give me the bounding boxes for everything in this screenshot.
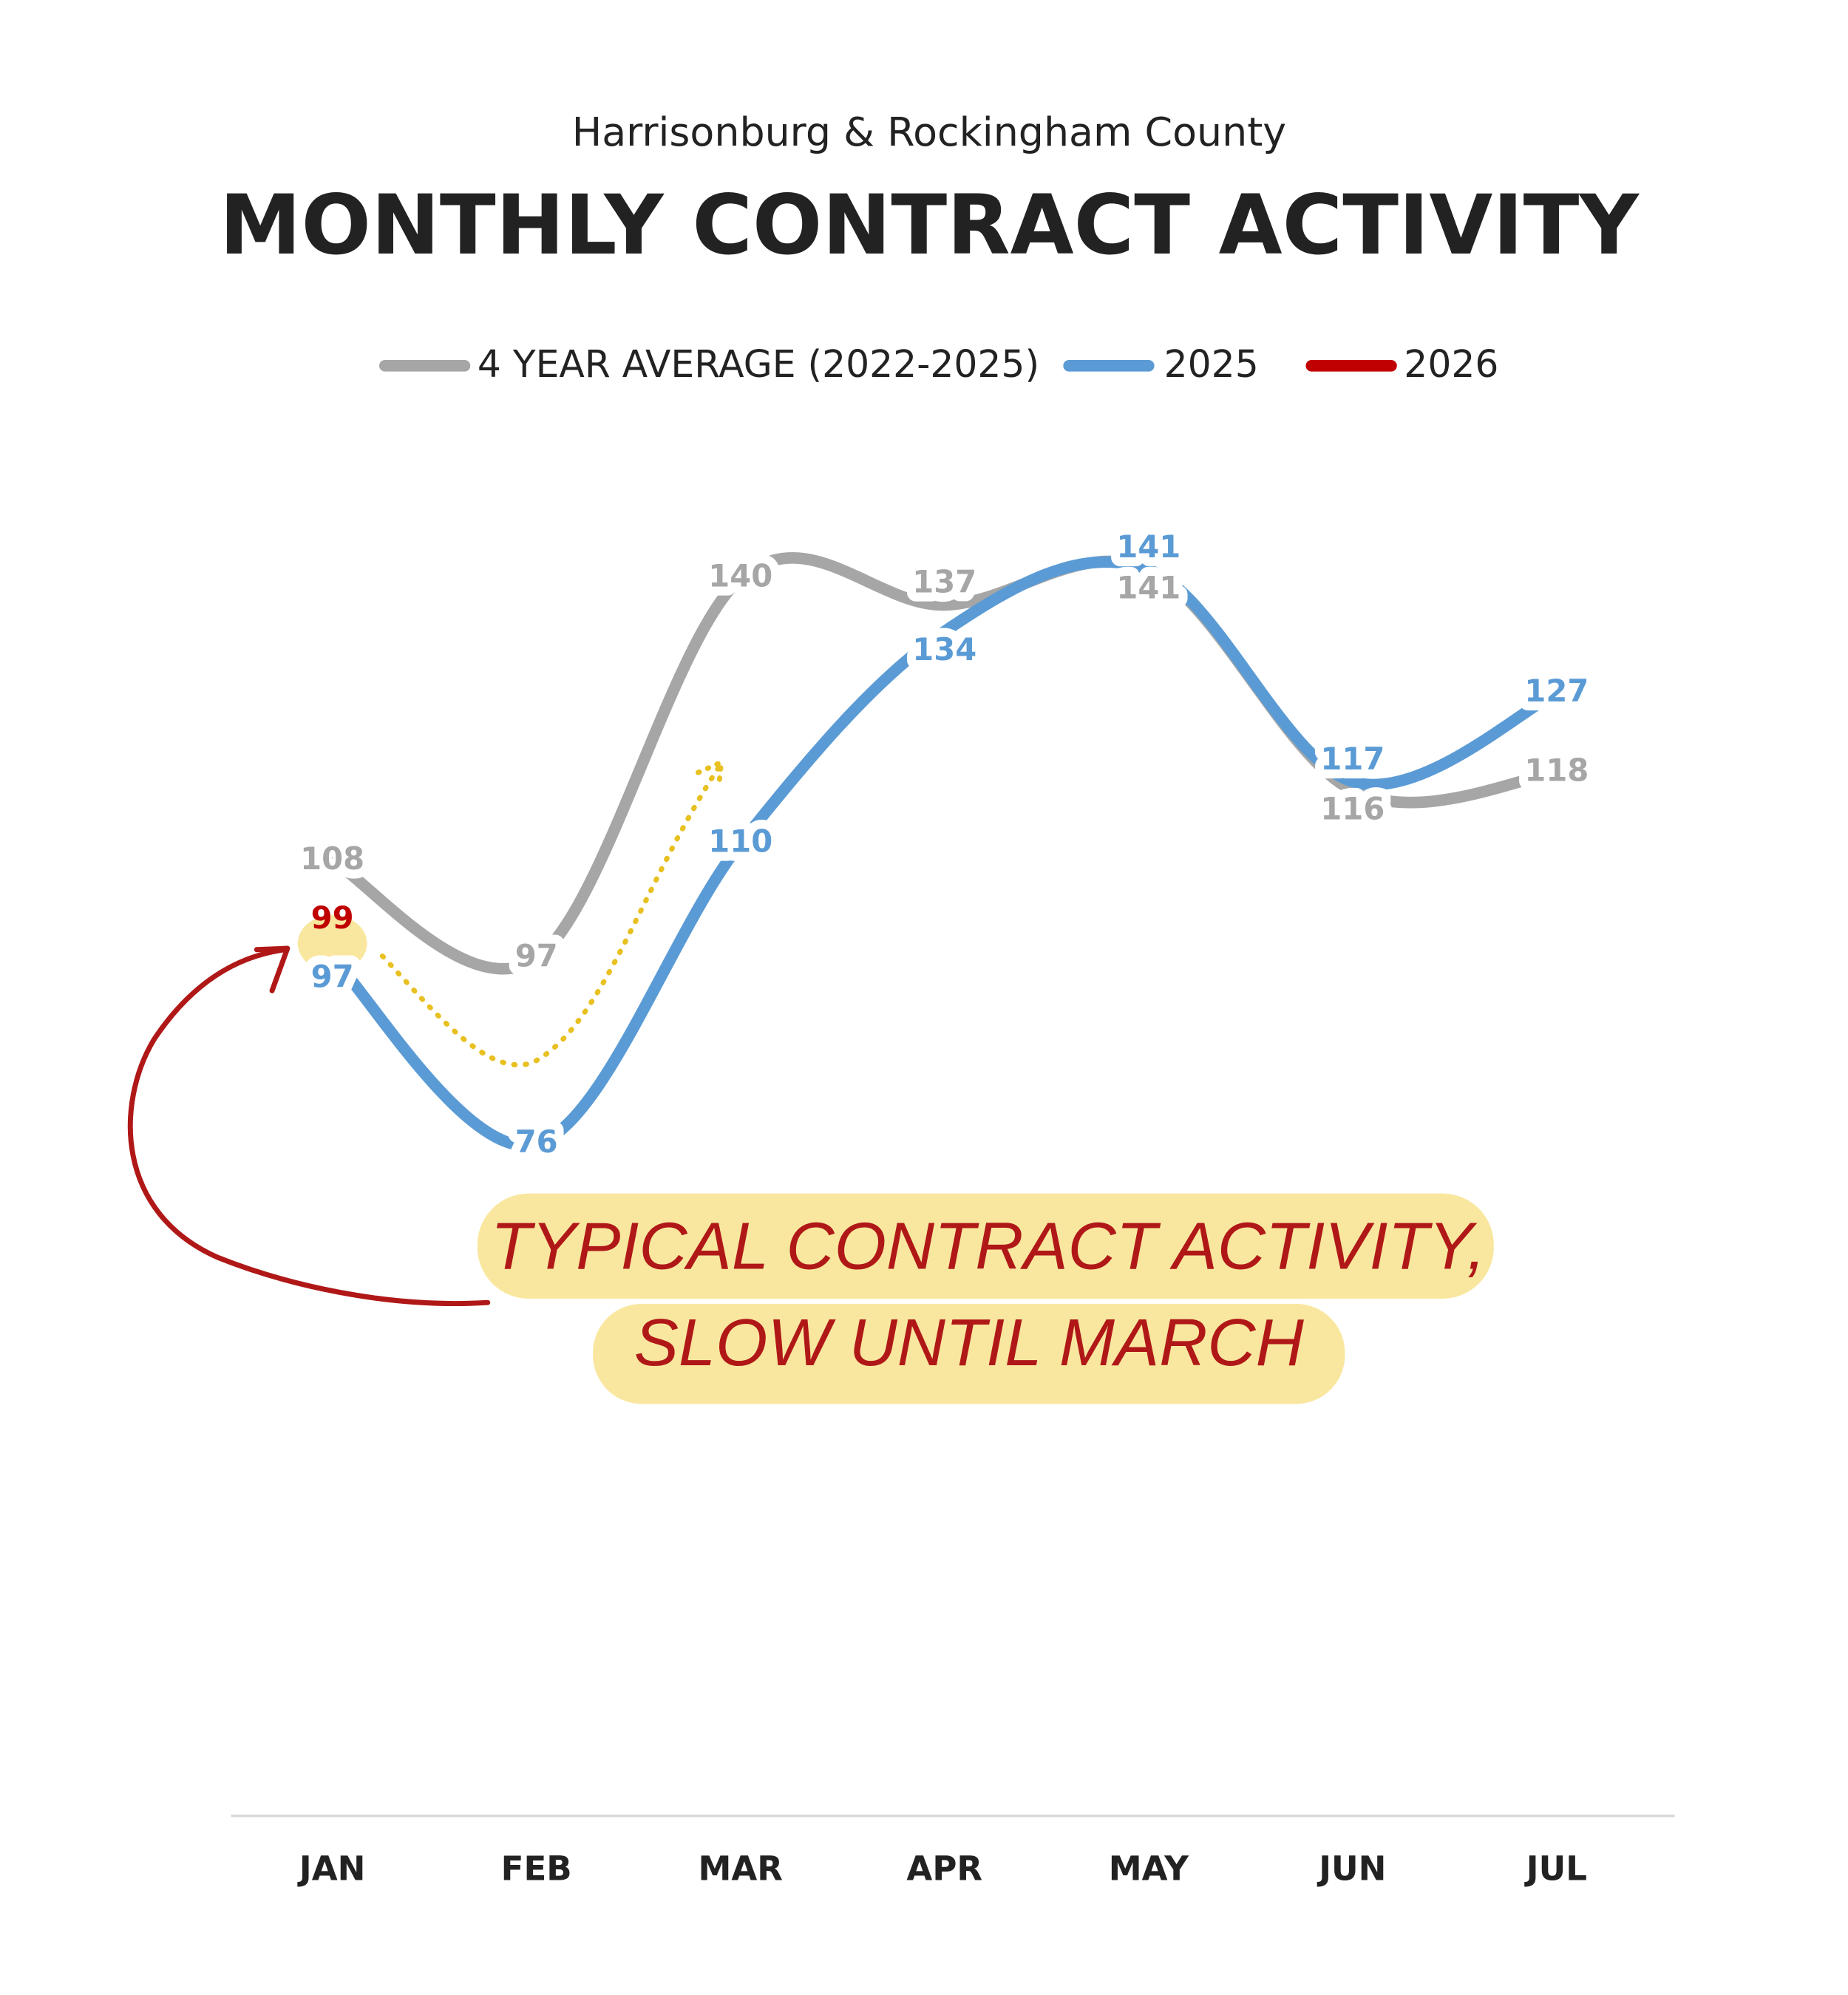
data-label: 134 <box>912 631 976 667</box>
chart-title: MONTHLY CONTRACT ACTIVITY <box>220 178 1640 273</box>
data-label: 108 <box>300 840 364 877</box>
data-label: 99 <box>311 900 354 936</box>
data-label: 141 <box>1116 529 1181 565</box>
data-label: 118 <box>1524 752 1589 789</box>
data-label: 141 <box>1116 569 1181 605</box>
annotation-highlight <box>593 1303 1345 1404</box>
series-line <box>326 556 1563 1152</box>
data-label: 76 <box>515 1124 558 1160</box>
dotted-arrow <box>379 764 721 1068</box>
data-label: 127 <box>1524 673 1589 709</box>
annotation-text: TYPICAL CONTRACT ACTIVITY, <box>491 1209 1486 1284</box>
data-label: 97 <box>515 938 558 974</box>
x-tick-label: APR <box>906 1849 982 1888</box>
point-highlight <box>297 915 367 972</box>
legend-label: 4 YEAR AVERAGE (2022-2025) <box>478 342 1039 386</box>
legend-label: 2025 <box>1164 342 1259 386</box>
x-tick-label: JAN <box>297 1849 365 1888</box>
x-tick-label: MAR <box>698 1849 783 1888</box>
annotation-arrowhead <box>254 945 291 993</box>
dotted-arrowhead <box>695 758 724 791</box>
data-label: 116 <box>1320 790 1385 826</box>
data-label: 117 <box>1320 741 1385 777</box>
x-tick-label: JUN <box>1317 1849 1386 1888</box>
x-tick-label: MAY <box>1109 1849 1190 1888</box>
data-label: 140 <box>708 558 772 594</box>
x-tick-label: FEB <box>501 1849 572 1888</box>
annotation: TYPICAL CONTRACT ACTIVITY, SLOW UNTIL MAR… <box>127 758 1494 1404</box>
data-label: 97 <box>311 959 354 995</box>
annotation-text: SLOW UNTIL MARCH <box>634 1305 1305 1380</box>
data-label: 137 <box>912 564 976 600</box>
x-tick-label: JUL <box>1524 1849 1587 1888</box>
data-label: 110 <box>708 823 772 859</box>
chart-subtitle: Harrisonburg & Rockingham County <box>572 109 1286 155</box>
annotation-arrow <box>127 947 491 1306</box>
annotation-highlight <box>477 1193 1494 1299</box>
legend-label: 2026 <box>1404 342 1498 386</box>
